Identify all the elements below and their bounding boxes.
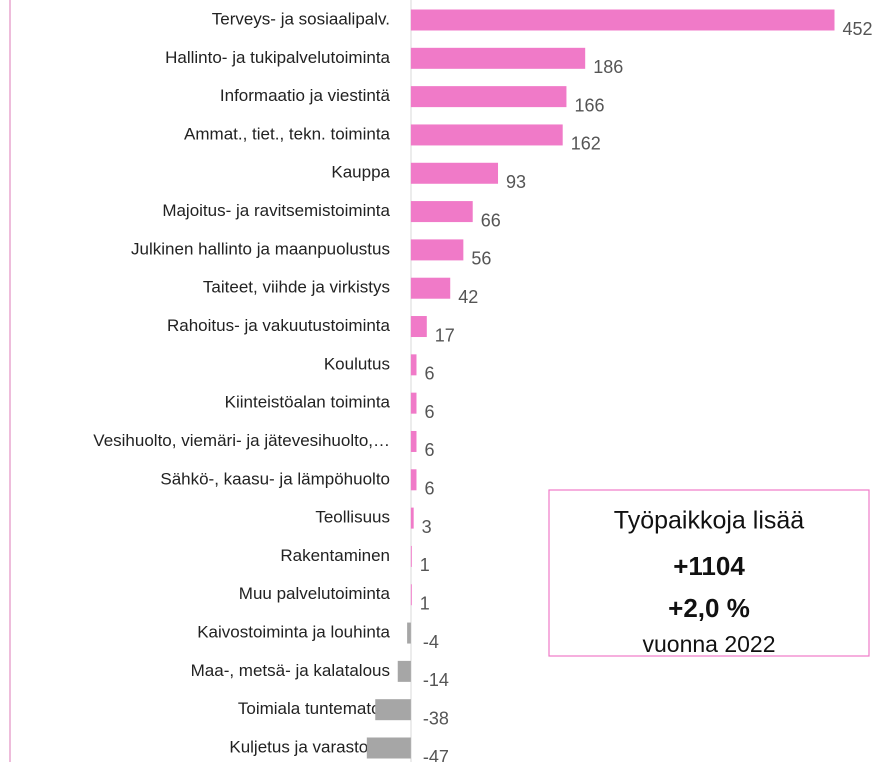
- value-label: -14: [423, 670, 449, 690]
- category-label: Informaatio ja viestintä: [220, 86, 391, 105]
- value-label: 6: [424, 440, 434, 460]
- value-label: 186: [593, 57, 623, 77]
- bar: [410, 239, 464, 261]
- bar: [410, 277, 451, 299]
- value-label: 452: [843, 19, 873, 39]
- info-year: vuonna 2022: [642, 631, 775, 657]
- bar: [410, 392, 417, 414]
- category-label: Kuljetus ja varastointi: [229, 737, 390, 756]
- bar: [410, 201, 473, 223]
- bar: [410, 354, 417, 376]
- bar: [410, 545, 412, 567]
- category-label: Ammat., tiet., tekn. toiminta: [184, 124, 391, 143]
- bar: [410, 9, 835, 31]
- category-label: Maa-, metsä- ja kalatalous: [191, 661, 390, 680]
- category-label: Vesihuolto, viemäri- ja jätevesihuolto,…: [93, 431, 390, 450]
- bar: [366, 737, 411, 759]
- category-label: Rahoitus- ja vakuutustoiminta: [167, 316, 391, 335]
- category-label: Terveys- ja sosiaalipalv.: [212, 9, 390, 28]
- value-label: 56: [471, 249, 491, 269]
- value-label: -38: [423, 708, 449, 728]
- bar: [410, 507, 414, 529]
- category-label: Rakentaminen: [280, 546, 390, 565]
- bar: [410, 124, 563, 146]
- category-label: Hallinto- ja tukipalvelutoiminta: [165, 48, 390, 67]
- value-label: 17: [435, 325, 455, 345]
- bar: [407, 622, 411, 644]
- value-label: 166: [574, 95, 604, 115]
- category-label: Kiinteistöalan toiminta: [225, 393, 391, 412]
- category-label: Toimiala tuntematon: [238, 699, 390, 718]
- value-label: 6: [424, 364, 434, 384]
- category-label: Muu palvelutoiminta: [239, 584, 391, 603]
- category-label: Kaivostoiminta ja louhinta: [197, 623, 390, 642]
- category-label: Majoitus- ja ravitsemistoiminta: [162, 201, 390, 220]
- bar: [397, 660, 411, 682]
- category-label: Koulutus: [324, 354, 390, 373]
- info-box: [548, 489, 870, 657]
- value-label: 1: [420, 555, 430, 575]
- bar: [410, 584, 412, 606]
- value-label: -47: [423, 747, 449, 762]
- category-label: Julkinen hallinto ja maanpuolustus: [131, 239, 390, 258]
- value-label: 6: [424, 479, 434, 499]
- bar: [410, 430, 417, 452]
- info-title: Työpaikkoja lisää: [614, 507, 804, 535]
- bar: [410, 469, 417, 491]
- value-label: 66: [481, 210, 501, 230]
- value-label: 93: [506, 172, 526, 192]
- value-label: 42: [458, 287, 478, 307]
- value-label: 6: [424, 402, 434, 422]
- value-label: 162: [571, 134, 601, 154]
- bar: [410, 47, 586, 69]
- bar: [410, 162, 499, 184]
- bar: [410, 86, 567, 108]
- value-label: 3: [422, 517, 432, 537]
- category-label: Kauppa: [331, 163, 390, 182]
- info-percent: +2,0 %: [668, 593, 750, 623]
- value-label: -4: [423, 632, 439, 652]
- info-total: +1104: [673, 551, 745, 581]
- value-label: 1: [420, 593, 430, 613]
- category-label: Taiteet, viihde ja virkistys: [203, 278, 390, 297]
- category-label: Teollisuus: [315, 508, 390, 527]
- bar: [375, 699, 411, 721]
- category-label: Sähkö-, kaasu- ja lämpöhuolto: [160, 469, 390, 488]
- bar: [410, 316, 427, 338]
